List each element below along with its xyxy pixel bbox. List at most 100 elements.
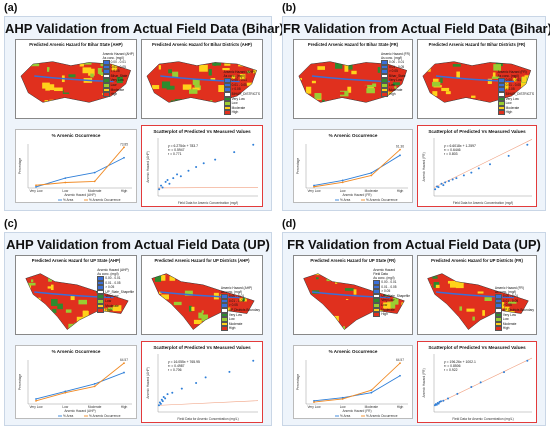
legend-label: Low bbox=[388, 83, 395, 88]
legend-label: % Area bbox=[63, 414, 74, 418]
legend-swatch bbox=[380, 82, 388, 88]
legend-label: Very Low bbox=[502, 312, 516, 317]
legend-label: Arsenic Hazard bbox=[373, 268, 396, 272]
x-tick-label: High bbox=[121, 189, 128, 193]
map-title: Predicted Arsenic Hazard for Bihar State… bbox=[29, 42, 123, 47]
legend-entry: UP_State_Shapefile bbox=[97, 289, 134, 295]
scatter-title: Scatterplot of Predicted Vs Measured Val… bbox=[153, 129, 251, 134]
legend-label: BIHAR_DISTRICTS bbox=[505, 92, 534, 97]
x-tick-label: Very Low bbox=[29, 189, 43, 193]
series-point bbox=[64, 391, 67, 394]
map-title: Predicted Arsenic Hazard for Bihar Distr… bbox=[428, 42, 526, 47]
legend-label: High bbox=[110, 92, 118, 97]
legend-swatch bbox=[97, 280, 105, 286]
legend-entry: Very Low bbox=[223, 96, 260, 102]
y-axis-label: Arsenic Hazard (FR) bbox=[422, 368, 426, 397]
legend-swatch bbox=[497, 82, 505, 88]
legend-swatch bbox=[497, 78, 505, 83]
scatter-point bbox=[159, 402, 162, 405]
legend-entry: Very Low bbox=[497, 96, 534, 102]
legend-label: High bbox=[388, 92, 396, 97]
panel-letter: (d) bbox=[282, 218, 297, 230]
scatter-card: Scatterplot of Predicted Vs Measured Val… bbox=[141, 341, 263, 423]
legend-entry: 0.01 - 0.05 bbox=[223, 82, 260, 88]
legend-label: Low bbox=[381, 303, 388, 308]
scatter-point bbox=[470, 386, 473, 389]
line-chart-card: % Arsenic Occurrence Very Low Low Moderate H… bbox=[15, 345, 137, 419]
map-title: Predicted Arsenic Hazard for Bihar Distr… bbox=[152, 42, 252, 47]
legend-entry: High bbox=[97, 308, 134, 313]
legend-swatch bbox=[97, 285, 105, 290]
legend-swatch bbox=[497, 105, 505, 111]
legend-swatch bbox=[220, 308, 228, 313]
legend-swatch bbox=[380, 69, 388, 74]
series-point bbox=[399, 148, 401, 151]
panel-d: FR Validation from Actual Field Data (UP… bbox=[282, 232, 546, 426]
legend-entry: 0.00 - 0.01 bbox=[223, 78, 260, 83]
scatter-point bbox=[166, 393, 169, 396]
legend-label: 0.00 - 0.01 bbox=[105, 276, 121, 281]
line-chart: Very Low Low Moderate High 64.57 Percentage Ar… bbox=[296, 358, 408, 418]
x-tick-label: Moderate bbox=[365, 189, 379, 193]
x-tick-label: High bbox=[397, 405, 404, 409]
scatter-point bbox=[526, 143, 529, 146]
legend-label: Very Low bbox=[381, 298, 395, 303]
legend-swatch bbox=[494, 326, 502, 331]
legend-label: Moderate bbox=[381, 307, 395, 312]
scatter-chart: Field Data for Arsenic Concentration (mg… bbox=[146, 354, 259, 421]
legend-label: Low bbox=[231, 101, 238, 106]
legend-entry: UP_State_Shapefile bbox=[373, 293, 410, 299]
legend-label: Very Low bbox=[110, 78, 124, 83]
scatter-point bbox=[160, 184, 163, 187]
line-chart-title: % Arsenic Occurrence bbox=[51, 349, 101, 354]
legend-entry: As conc. (mg/l) bbox=[224, 74, 260, 78]
legend-entry: Moderate bbox=[102, 87, 134, 93]
series-point bbox=[370, 172, 373, 174]
legend-swatch bbox=[97, 289, 105, 295]
legend-swatch bbox=[223, 87, 231, 93]
legend-swatch bbox=[494, 294, 502, 299]
legend-entry: 0.01 - 0.05 bbox=[380, 64, 410, 70]
scatter-point bbox=[434, 188, 437, 191]
legend-entry: Arsenic Hazard bbox=[373, 268, 410, 272]
legend-swatch bbox=[220, 326, 228, 331]
map-graphic bbox=[146, 61, 258, 103]
legend-entry: Very Low bbox=[494, 312, 534, 318]
map-graphic bbox=[422, 61, 532, 103]
legend-entry: Field Data bbox=[373, 272, 410, 276]
map-title: Predicted Arsenic Hazard for UP State (A… bbox=[31, 258, 121, 263]
legend-label: Arsenic Hazard (FR) bbox=[497, 70, 527, 75]
series-point bbox=[123, 156, 125, 159]
legend-swatch bbox=[102, 78, 110, 83]
x-axis-label: Arsenic Hazard (FR) bbox=[342, 409, 371, 413]
legend-label: 0.01 - 0.05 bbox=[228, 298, 245, 303]
line-chart: Very Low Low Moderate High 61.36 Percentage Ar… bbox=[296, 144, 408, 202]
map-title: Predicted Arsenic Hazard for UP District… bbox=[431, 258, 523, 263]
x-tick-label: High bbox=[397, 189, 404, 193]
series-line-1 bbox=[313, 149, 401, 188]
y-axis-label: Percentage bbox=[296, 374, 300, 391]
legend-swatch bbox=[102, 92, 110, 97]
scatter-point bbox=[252, 359, 255, 362]
x-axis-label: Field Data for Arsenic Concentration (mg… bbox=[178, 201, 238, 205]
legend-swatch bbox=[220, 298, 228, 304]
legend-swatch bbox=[223, 82, 231, 88]
scatter-card: Scatterplot of Predicted Vs Measured Val… bbox=[417, 341, 537, 423]
y-axis-label: Percentage bbox=[18, 158, 22, 175]
legend-label: % Arsenic Occurrence bbox=[89, 198, 121, 202]
map-graphic bbox=[25, 273, 129, 330]
legend-entry: UP Districts Boundary bbox=[220, 308, 260, 313]
x-tick-label: Low bbox=[62, 405, 69, 409]
legend-label: As conc. (mg/l) bbox=[380, 56, 403, 60]
legend-label: Very Low bbox=[505, 96, 519, 101]
legend-entry: Bihar_State bbox=[102, 73, 134, 79]
x-tick-label: High bbox=[121, 405, 128, 409]
scatter-point bbox=[442, 399, 445, 402]
legend-entry: > 0.05 bbox=[220, 303, 260, 309]
legend-label: > 0.05 bbox=[228, 303, 238, 308]
legend-swatch bbox=[223, 96, 231, 102]
legend-label: Arsenic Hazard (AHP) bbox=[220, 286, 253, 291]
scatter-chart: Field Data for Arsenic Concentration (mg… bbox=[146, 138, 259, 205]
legend-swatch bbox=[102, 69, 110, 74]
x-axis-label: Field Data for Arsenic Concentration (mg… bbox=[453, 201, 513, 205]
